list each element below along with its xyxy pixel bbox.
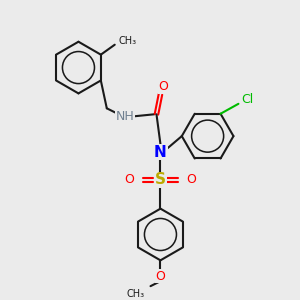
Text: O: O [158,80,168,93]
Text: O: O [186,173,196,186]
Text: Cl: Cl [241,93,254,106]
Text: NH: NH [115,110,134,123]
Text: CH₃: CH₃ [126,289,145,299]
Text: N: N [154,145,167,160]
Text: O: O [155,270,165,283]
Text: S: S [155,172,166,187]
Text: CH₃: CH₃ [119,36,137,46]
Text: O: O [125,173,135,186]
